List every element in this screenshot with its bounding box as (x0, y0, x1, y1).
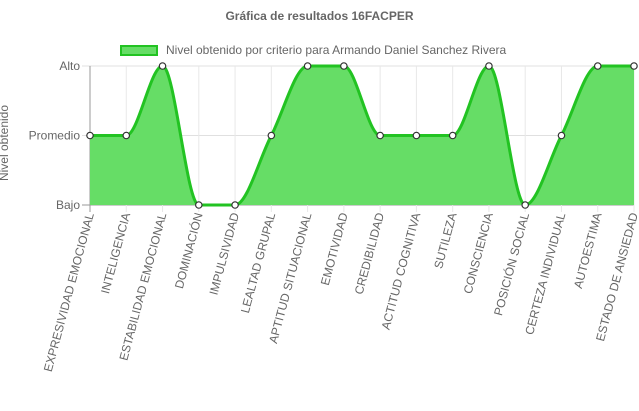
x-tick-label: CERTEZA INDIVIDUAL (522, 211, 568, 336)
data-point (86, 131, 94, 140)
data-point (231, 201, 239, 209)
data-point (485, 62, 493, 70)
data-point (376, 131, 384, 140)
data-point (122, 131, 131, 140)
x-tick-label: POSICIÓN SOCIAL (490, 211, 532, 318)
x-tick-label: LEALTAD GRUPAL (238, 211, 278, 315)
x-tick-label: EMOTIVIDAD (318, 211, 351, 287)
data-point (195, 201, 203, 209)
y-tick-label: Bajo (56, 198, 80, 212)
x-tick-label: AUTOESTIMA (571, 211, 605, 290)
y-tick-label: Promedio (29, 129, 81, 143)
series-area (90, 66, 634, 205)
x-tick-label: EXPRESIVIDAD EMOCIONAL (41, 211, 97, 373)
x-tick-label: IMPULSIVIDAD (207, 211, 243, 297)
legend[interactable]: Nivel obtenido por criterio para Armando… (120, 42, 506, 58)
x-tick-label: INTELIGENCIA (98, 211, 133, 295)
x-tick-label: ACTITUD COGNITIVA (379, 211, 424, 331)
x-tick-label: SUTILEZA (431, 211, 459, 270)
data-point (448, 131, 457, 140)
legend-label: Nivel obtenido por criterio para Armando… (166, 43, 507, 57)
legend-swatch (120, 44, 158, 56)
data-point (158, 62, 167, 70)
data-point (340, 62, 348, 70)
data-point (303, 62, 312, 70)
data-point (593, 62, 602, 70)
data-point (630, 62, 638, 70)
y-tick-label: Alto (59, 59, 80, 73)
x-tick-label: CONSCIENCIA (461, 211, 496, 295)
data-point (412, 131, 421, 140)
x-tick-label: CREDIBILIDAD (352, 211, 387, 296)
data-point (267, 131, 276, 140)
data-point (557, 131, 566, 140)
x-tick-label: DOMINACIÓN (171, 211, 206, 290)
data-point (521, 201, 530, 209)
series-line (89, 64, 634, 207)
chart-title: Gráfica de resultados 16FACPER (225, 9, 414, 23)
